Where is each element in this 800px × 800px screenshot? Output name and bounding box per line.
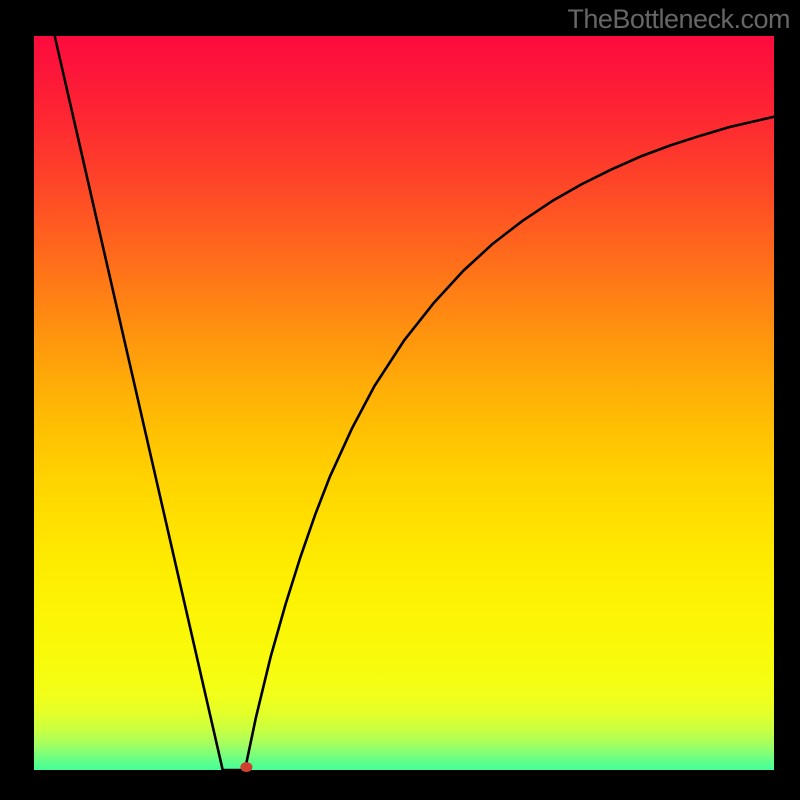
- bottleneck-marker: [240, 762, 252, 772]
- chart-container: TheBottleneck.com: [0, 0, 800, 800]
- watermark-text: TheBottleneck.com: [567, 4, 790, 35]
- plot-background: [34, 36, 774, 770]
- bottleneck-chart: [0, 0, 800, 800]
